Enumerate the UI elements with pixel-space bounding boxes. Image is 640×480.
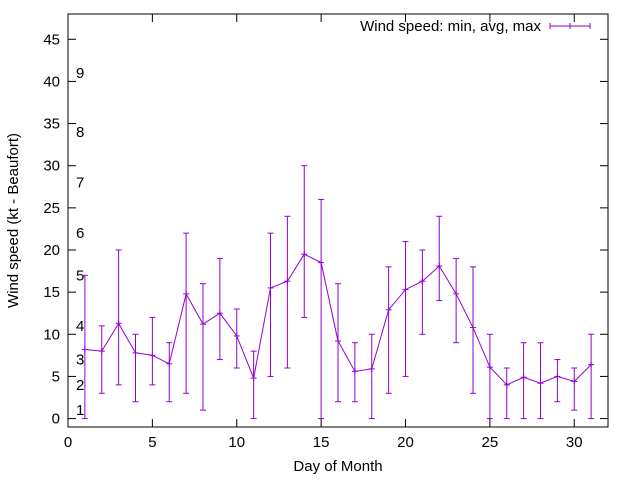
y-tick-label: 15 <box>43 284 60 301</box>
beaufort-label: 7 <box>76 175 84 192</box>
x-tick-label: 25 <box>482 434 499 451</box>
y-tick-label: 5 <box>52 368 60 385</box>
y-tick-label: 10 <box>43 326 60 343</box>
beaufort-label: 5 <box>76 267 84 284</box>
legend-label: Wind speed: min, avg, max <box>360 18 541 35</box>
y-tick-label: 30 <box>43 158 60 175</box>
plot-marks: 1 2 3 4 5 6 7 8 9 <box>76 65 595 419</box>
beaufort-label: 1 <box>76 402 84 419</box>
beaufort-label: 8 <box>76 124 84 141</box>
y-tick-label: 45 <box>43 31 60 48</box>
beaufort-label: 3 <box>76 352 84 369</box>
beaufort-label: 4 <box>76 318 84 335</box>
x-tick-label: 15 <box>313 434 330 451</box>
x-axis-label: Day of Month <box>293 458 382 475</box>
x-tick-label: 10 <box>228 434 245 451</box>
x-tick-label: 0 <box>64 434 72 451</box>
y-tick-label: 20 <box>43 242 60 259</box>
legend: Wind speed: min, avg, max <box>360 18 591 35</box>
x-tick-label: 5 <box>148 434 156 451</box>
plot-frame <box>67 13 609 428</box>
y-tick-label: 40 <box>43 73 60 90</box>
legend-key <box>549 23 591 29</box>
y-tick-label: 0 <box>52 411 60 428</box>
beaufort-label: 6 <box>76 225 84 242</box>
x-tick-label: 30 <box>566 434 583 451</box>
x-tick-label: 20 <box>397 434 414 451</box>
y-axis-label: Wind speed (kt - Beaufort) <box>5 133 22 308</box>
y-tick-label: 35 <box>43 116 60 133</box>
y-tick-label: 25 <box>43 200 60 217</box>
beaufort-label: 9 <box>76 65 84 82</box>
beaufort-label: 2 <box>76 377 84 394</box>
